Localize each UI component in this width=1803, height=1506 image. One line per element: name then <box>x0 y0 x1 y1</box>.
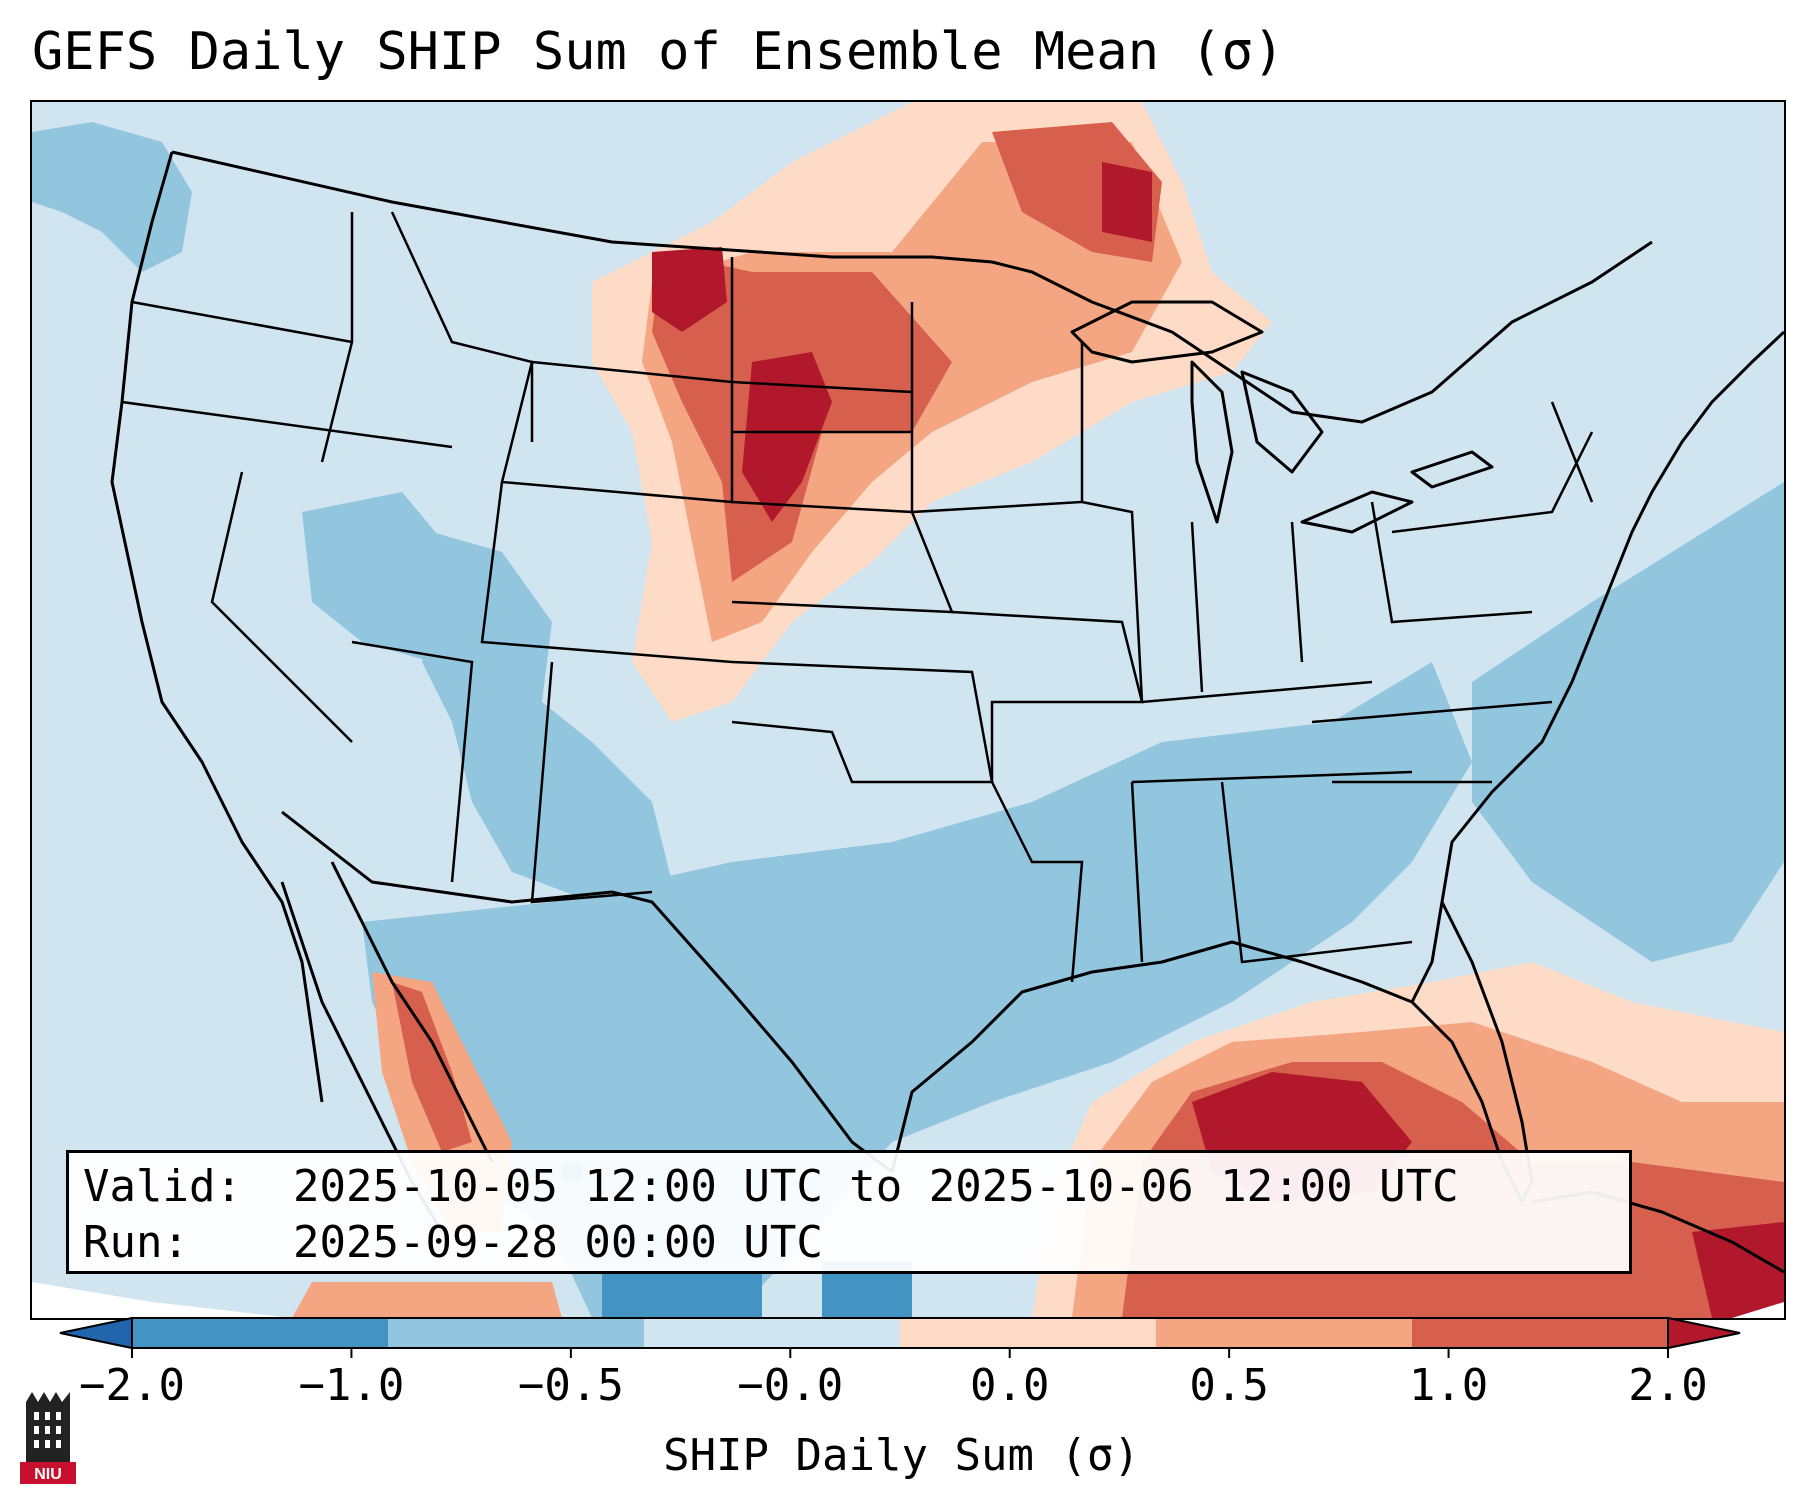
state-border-ne-ks <box>731 500 954 614</box>
validity-info-box: Valid: 2025-10-05 12:00 UTC to 2025-10-06… <box>66 1150 1632 1274</box>
lake-superior <box>1070 300 1264 364</box>
us-mexico-border <box>281 810 893 1174</box>
field-north-dark-red <box>1102 162 1152 242</box>
us-canada-border <box>171 150 1653 424</box>
colorbar-segment <box>644 1318 901 1348</box>
colorbar-ticks <box>131 1348 1669 1358</box>
field-plains-dark-red-1 <box>652 247 727 332</box>
colorbar <box>59 1316 1741 1358</box>
state-border-mn-ia <box>910 302 1084 514</box>
state-border-al-ga <box>1130 781 1413 964</box>
colorbar-segment <box>1156 1318 1413 1348</box>
state-border-or-ca-nv <box>121 400 453 449</box>
colorbar-segment <box>388 1318 645 1348</box>
colorbar-outline <box>131 1317 1669 1349</box>
lake-erie <box>1300 490 1414 534</box>
state-border-az-nm <box>351 640 653 904</box>
field-bottom-salmon <box>292 1282 562 1318</box>
field-plains-dark-red-2 <box>742 352 832 522</box>
state-border-ny-ne <box>1391 401 1594 534</box>
niu-tower-logo-icon: NIU <box>20 1392 76 1484</box>
map-title: GEFS Daily SHIP Sum of Ensemble Mean (σ) <box>32 22 1285 82</box>
colorbar-tick-label: 1.0 <box>1408 1360 1489 1411</box>
state-border-ky-tn <box>1131 680 1413 784</box>
valid-row: Valid: 2025-10-05 12:00 UTC to 2025-10-06… <box>83 1159 1615 1215</box>
field-caribbean-dark-red <box>1692 1222 1784 1318</box>
colorbar-segment <box>1412 1318 1669 1348</box>
lake-michigan <box>1190 360 1234 524</box>
valid-label: Valid: <box>83 1161 242 1212</box>
colorbar-tick-label: −1.0 <box>298 1360 405 1411</box>
field-basin-blue <box>302 492 472 662</box>
west-coast <box>110 151 324 1103</box>
colorbar-segments <box>132 1318 1669 1348</box>
ship-map <box>32 102 1784 1318</box>
logo-text: NIU <box>34 1466 62 1483</box>
run-label: Run: <box>83 1217 189 1268</box>
colorbar-label: SHIP Daily Sum (σ) <box>663 1430 1140 1481</box>
run-row: Run: 2025-09-28 00:00 UTC <box>83 1215 1615 1271</box>
state-border-ut-co <box>480 481 733 664</box>
state-border-nd-sd <box>730 257 913 434</box>
state-border-wa-or <box>131 300 353 344</box>
colorbar-extend-high <box>1667 1316 1741 1350</box>
run-value: 2025-09-28 00:00 UTC <box>293 1217 823 1268</box>
valid-value: 2025-10-05 12:00 UTC to 2025-10-06 12:00… <box>293 1161 1459 1212</box>
state-borders <box>121 211 1594 983</box>
field-blue-spot-1 <box>602 1272 762 1318</box>
map-panel[interactable] <box>30 100 1786 1320</box>
state-border-il-in <box>1081 500 1204 703</box>
field-atlantic-blue <box>1472 482 1784 962</box>
state-border-oh-pa <box>1290 501 1533 663</box>
field-baja-red <box>392 982 472 1152</box>
state-border-ca-nv <box>210 471 353 743</box>
colorbar-tick-label: 2.0 <box>1628 1360 1708 1411</box>
state-border-va-nc <box>1311 700 1553 784</box>
colorbar-segment <box>132 1318 389 1348</box>
lake-huron <box>1240 370 1324 474</box>
lake-ontario <box>1410 450 1494 489</box>
state-border-la-ms <box>990 781 1084 983</box>
colorbar-extend-low <box>59 1316 133 1350</box>
ship-field <box>32 102 1784 1318</box>
state-border-ok-tx <box>731 660 994 784</box>
colorbar-tick-label: −0.0 <box>737 1360 844 1411</box>
colorbar-tick-label: −2.0 <box>79 1360 185 1411</box>
colorbar-tick-label: 0.0 <box>969 1360 1050 1411</box>
colorbar-segment <box>900 1318 1157 1348</box>
field-pacific-blue <box>32 122 192 272</box>
field-offdomain-white <box>32 1282 292 1318</box>
colorbar-tick-label: 0.5 <box>1189 1360 1269 1411</box>
gulf-coast <box>890 940 1524 1203</box>
gulf-of-california-coast <box>330 861 494 1163</box>
field-offdomain-white-east <box>1732 1302 1784 1318</box>
state-border-id-mt <box>320 212 354 463</box>
east-coast <box>1440 330 1784 903</box>
state-border-mt-wy <box>390 211 534 442</box>
colorbar-tick-label: −0.5 <box>517 1360 624 1411</box>
